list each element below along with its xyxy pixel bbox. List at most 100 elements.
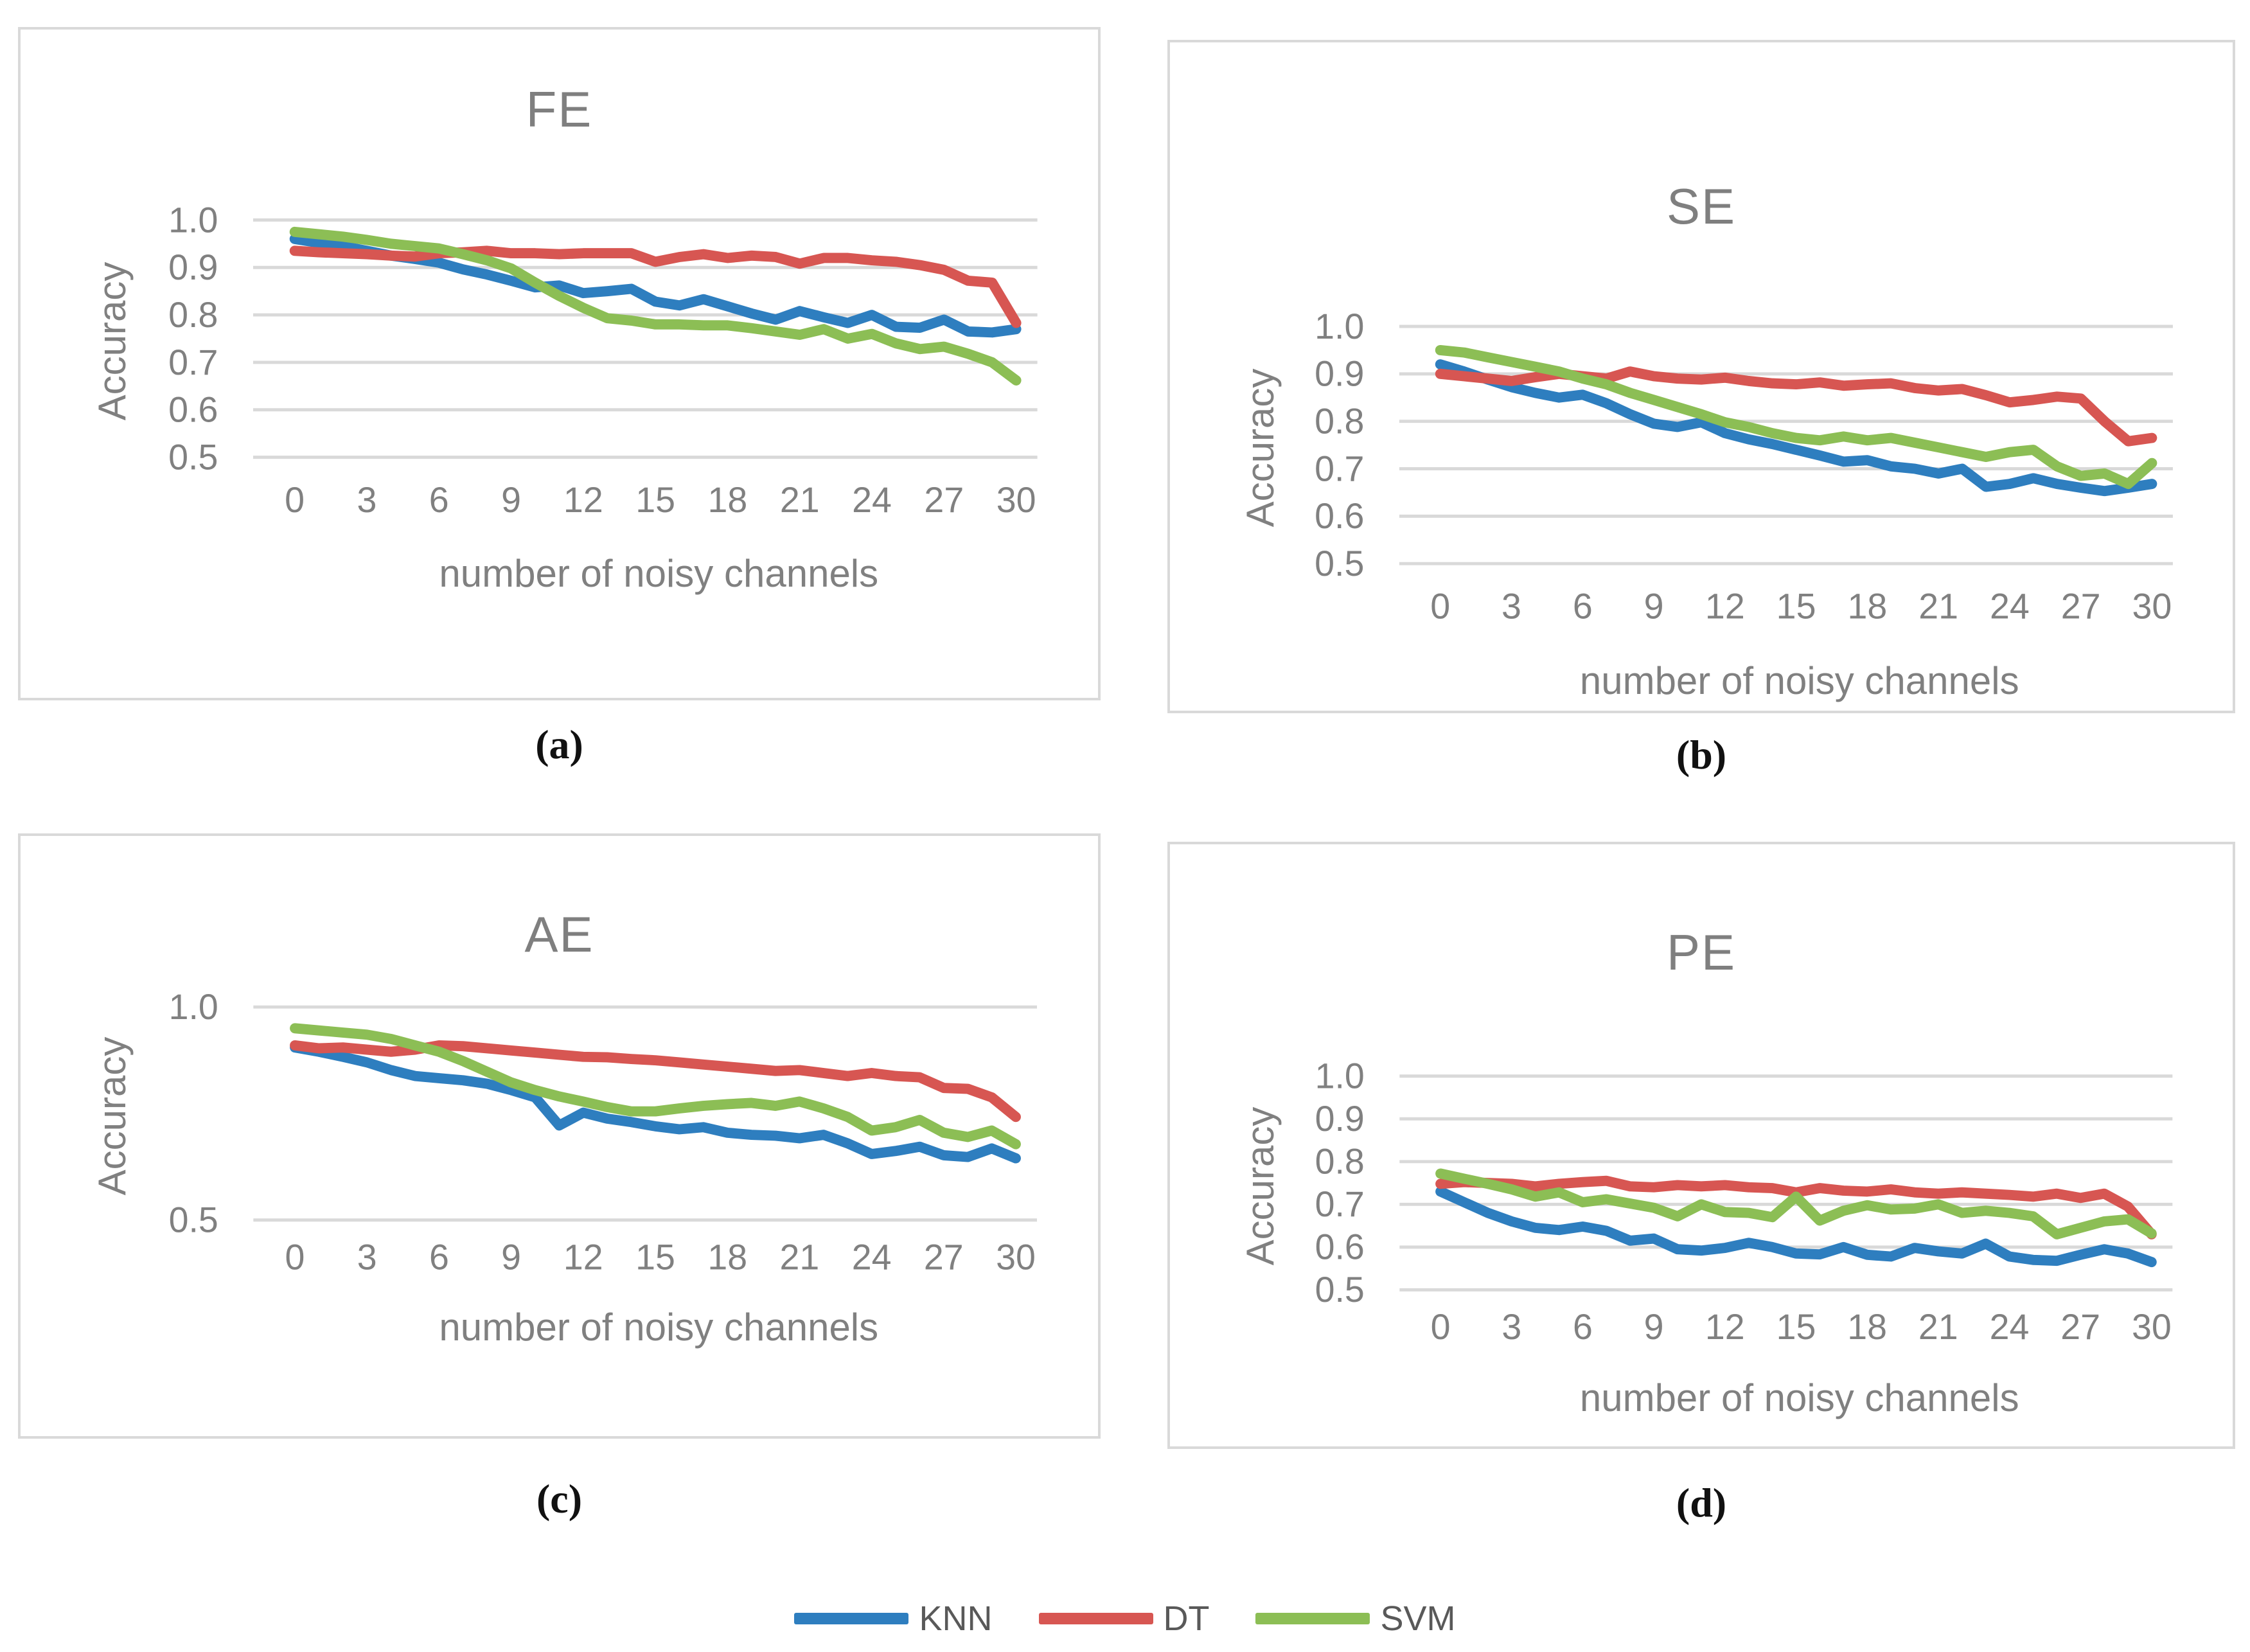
legend-item-svm: SVM	[1255, 1599, 1456, 1639]
x-tick-label: 0	[285, 1237, 305, 1277]
x-tick-label: 15	[635, 1237, 675, 1277]
x-tick-label: 12	[1705, 1307, 1745, 1347]
x-tick-label: 3	[1501, 1307, 1521, 1347]
x-tick-label: 30	[997, 480, 1036, 520]
y-tick-label: 0.5	[1315, 1270, 1365, 1310]
chart-title-fe: FE	[526, 80, 593, 138]
series-line-svm	[1435, 1168, 2157, 1239]
series-line-svm	[289, 226, 1022, 386]
x-tick-label: 24	[852, 480, 892, 520]
y-tick-label: 0.5	[169, 1200, 218, 1240]
y-tick-label: 0.7	[1315, 449, 1364, 488]
y-tick-label: 0.7	[168, 342, 218, 382]
x-tick-label: 21	[1918, 1307, 1958, 1347]
x-tick-label: 30	[2132, 586, 2172, 626]
plot-area-fe: 1.0 0.9 0.8 0.7 0.6 0.5 0 3 6 9 12 15 18 21 24 27 30	[168, 200, 1038, 520]
y-tick-label: 1.0	[1315, 306, 1364, 346]
legend-label-dt: DT	[1163, 1599, 1210, 1638]
x-tick-label: 9	[501, 480, 521, 520]
y-tick-label: 0.6	[1315, 496, 1364, 536]
y-tick-label: 0.8	[1315, 402, 1364, 441]
legend-label-knn: KNN	[919, 1599, 993, 1638]
x-tick-label: 12	[1705, 586, 1745, 626]
plot-area-se: 1.0 0.9 0.8 0.7 0.6 0.5 0 3 6 9 12 15 18 21 24 27 30	[1315, 306, 2173, 626]
y-tick-label: 0.8	[168, 295, 218, 335]
x-tick-label: 24	[852, 1237, 892, 1277]
x-tick-label: 9	[1644, 586, 1664, 626]
svm-line-swatch-icon	[1255, 1613, 1370, 1624]
x-tick-label: 6	[429, 1237, 449, 1277]
x-tick-label: 15	[1776, 1307, 1816, 1347]
x-tick-label: 6	[429, 480, 449, 520]
x-tick-label: 0	[1431, 1307, 1451, 1347]
x-tick-label: 12	[563, 1237, 603, 1277]
x-tick-label: 0	[285, 480, 305, 520]
caption-d: (d)	[1676, 1480, 1727, 1525]
x-tick-label: 6	[1573, 586, 1593, 626]
chart-panel-pe: 1.0 0.9 0.8 0.7 0.6 0.5 0 3 6 9 12 15 18 21 24 27 30 PE …	[1167, 842, 2235, 1449]
series-line-dt	[289, 245, 1022, 328]
x-tick-label: 18	[707, 1237, 747, 1277]
x-tick-label: 24	[1990, 1307, 2030, 1347]
x-axis-title-fe: number of noisy channels	[439, 552, 879, 596]
legend: KNN DT SVM	[0, 1596, 2250, 1641]
x-tick-label: 27	[2060, 1307, 2100, 1347]
x-axis-title-ae: number of noisy channels	[439, 1306, 879, 1349]
dt-line-swatch-icon	[1038, 1613, 1153, 1624]
x-tick-label: 21	[1918, 586, 1958, 626]
y-tick-label: 1.0	[169, 987, 218, 1027]
x-tick-label: 27	[2061, 586, 2101, 626]
y-tick-label: 0.5	[168, 437, 218, 477]
chart-title-se: SE	[1666, 177, 1737, 235]
y-tick-label: 0.8	[1315, 1142, 1365, 1182]
y-tick-label: 0.9	[1315, 354, 1364, 394]
series-line-knn	[1435, 359, 2157, 497]
x-tick-label: 12	[563, 480, 603, 520]
y-axis-title-fe: Accuracy	[91, 262, 134, 421]
y-tick-label: 0.5	[1315, 544, 1364, 583]
chart-title-pe: PE	[1666, 923, 1737, 981]
x-tick-label: 30	[2132, 1307, 2172, 1347]
y-tick-label: 0.9	[1315, 1099, 1365, 1139]
x-tick-label: 21	[780, 480, 820, 520]
series-line-svm	[1435, 344, 2157, 490]
series-line-dt	[1435, 366, 2157, 447]
plot-area-ae: 1.0 0.5 0 3 6 9 12 15 18 21 24 27 30	[169, 987, 1037, 1277]
knn-line-swatch-icon	[794, 1613, 909, 1624]
y-tick-label: 1.0	[168, 200, 218, 240]
plot-area-pe: 1.00.90.80.70.60.5 0 3 6 9 12 15 18 21 24 27 30	[1315, 1056, 2173, 1347]
x-tick-label: 30	[996, 1237, 1036, 1277]
x-tick-label: 27	[924, 480, 964, 520]
y-tick-label: 0.9	[168, 247, 218, 287]
chart-title-ae: AE	[524, 906, 594, 963]
series-line-knn	[1435, 1186, 2157, 1268]
x-tick-label: 21	[780, 1237, 820, 1277]
legend-item-dt: DT	[1038, 1599, 1210, 1639]
caption-a: (a)	[535, 722, 583, 767]
x-tick-label: 3	[357, 1237, 377, 1277]
y-tick-label: 1.0	[1315, 1056, 1365, 1096]
x-tick-label: 24	[1990, 586, 2030, 626]
x-axis-title-se: number of noisy channels	[1579, 659, 2019, 702]
x-tick-label: 15	[635, 480, 675, 520]
y-tick-label: 0.6	[168, 390, 218, 430]
series-line-knn	[290, 1042, 1021, 1164]
y-axis-title-ae: Accuracy	[91, 1036, 134, 1196]
x-tick-label: 9	[501, 1237, 521, 1277]
x-tick-label: 6	[1573, 1307, 1593, 1347]
x-axis-title-pe: number of noisy channels	[1579, 1376, 2019, 1419]
x-tick-label: 3	[1501, 586, 1521, 626]
y-axis-title-se: Accuracy	[1239, 369, 1282, 528]
x-tick-label: 9	[1644, 1307, 1664, 1347]
x-tick-label: 27	[924, 1237, 964, 1277]
x-tick-label: 18	[1847, 1307, 1887, 1347]
legend-label-svm: SVM	[1380, 1599, 1456, 1638]
caption-b: (b)	[1676, 732, 1727, 777]
y-tick-label: 0.6	[1315, 1227, 1365, 1267]
x-tick-label: 15	[1776, 586, 1816, 626]
chart-panel-ae: 1.0 0.5 0 3 6 9 12 15 18 21 24 27 30 AE Accuracy num…	[18, 833, 1101, 1439]
x-tick-label: 0	[1430, 586, 1450, 626]
caption-c: (c)	[536, 1476, 583, 1522]
x-tick-label: 18	[708, 480, 748, 520]
